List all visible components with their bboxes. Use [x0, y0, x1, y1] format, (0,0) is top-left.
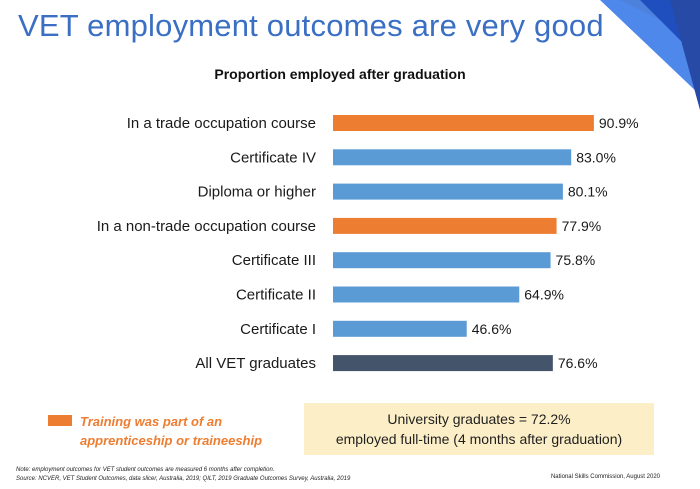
bar	[333, 183, 563, 200]
category-label: Certificate IV	[230, 149, 316, 166]
value-label: 77.9%	[562, 218, 602, 234]
footnote: Note: employment outcomes for VET studen…	[16, 466, 350, 484]
chart-title: Proportion employed after graduation	[214, 66, 466, 82]
value-label: 80.1%	[568, 184, 608, 200]
legend-label-line1: Training was part of an	[80, 414, 223, 429]
legend-label-line2: apprenticeship or traineeship	[80, 433, 263, 448]
value-label: 64.9%	[524, 287, 564, 303]
value-label: 46.6%	[472, 321, 512, 337]
value-label: 83.0%	[576, 149, 616, 165]
bar	[333, 320, 467, 337]
value-label: 76.6%	[558, 355, 598, 371]
legend-label: Training was part of an apprenticeship o…	[80, 412, 270, 450]
category-label: Certificate III	[232, 252, 316, 269]
bar	[333, 286, 520, 303]
footnote-source: Source: NCVER, VET Student Outcomes, dat…	[16, 476, 351, 482]
university-callout: University graduates = 72.2% employed fu…	[304, 403, 654, 455]
category-label: Diploma or higher	[198, 184, 316, 201]
bar-chart: In a trade occupation course 90.9% Certifi…	[97, 115, 639, 372]
credit-text: National Skills Commission, August 2020	[550, 474, 660, 480]
category-label: Certificate II	[236, 287, 316, 304]
category-label: In a non-trade occupation course	[97, 218, 316, 235]
bar	[333, 115, 594, 131]
bar	[333, 217, 557, 234]
value-label: 90.9%	[599, 115, 639, 131]
category-label: All VET graduates	[195, 355, 316, 372]
value-label: 75.8%	[556, 252, 596, 268]
corner-decoration	[600, 0, 700, 110]
bar	[333, 149, 572, 166]
bar	[333, 355, 553, 372]
slide-title: VET employment outcomes are very good	[18, 8, 604, 43]
category-label: In a trade occupation course	[127, 115, 316, 132]
legend-swatch	[48, 415, 72, 426]
legend: Training was part of an apprenticeship o…	[48, 412, 270, 450]
footnote-note: Note: employment outcomes for VET studen…	[16, 467, 275, 473]
callout-line1: University graduates = 72.2%	[387, 411, 571, 427]
category-label: Certificate I	[240, 321, 316, 338]
callout-line2: employed full-time (4 months after gradu…	[335, 431, 623, 447]
bar	[333, 252, 551, 269]
